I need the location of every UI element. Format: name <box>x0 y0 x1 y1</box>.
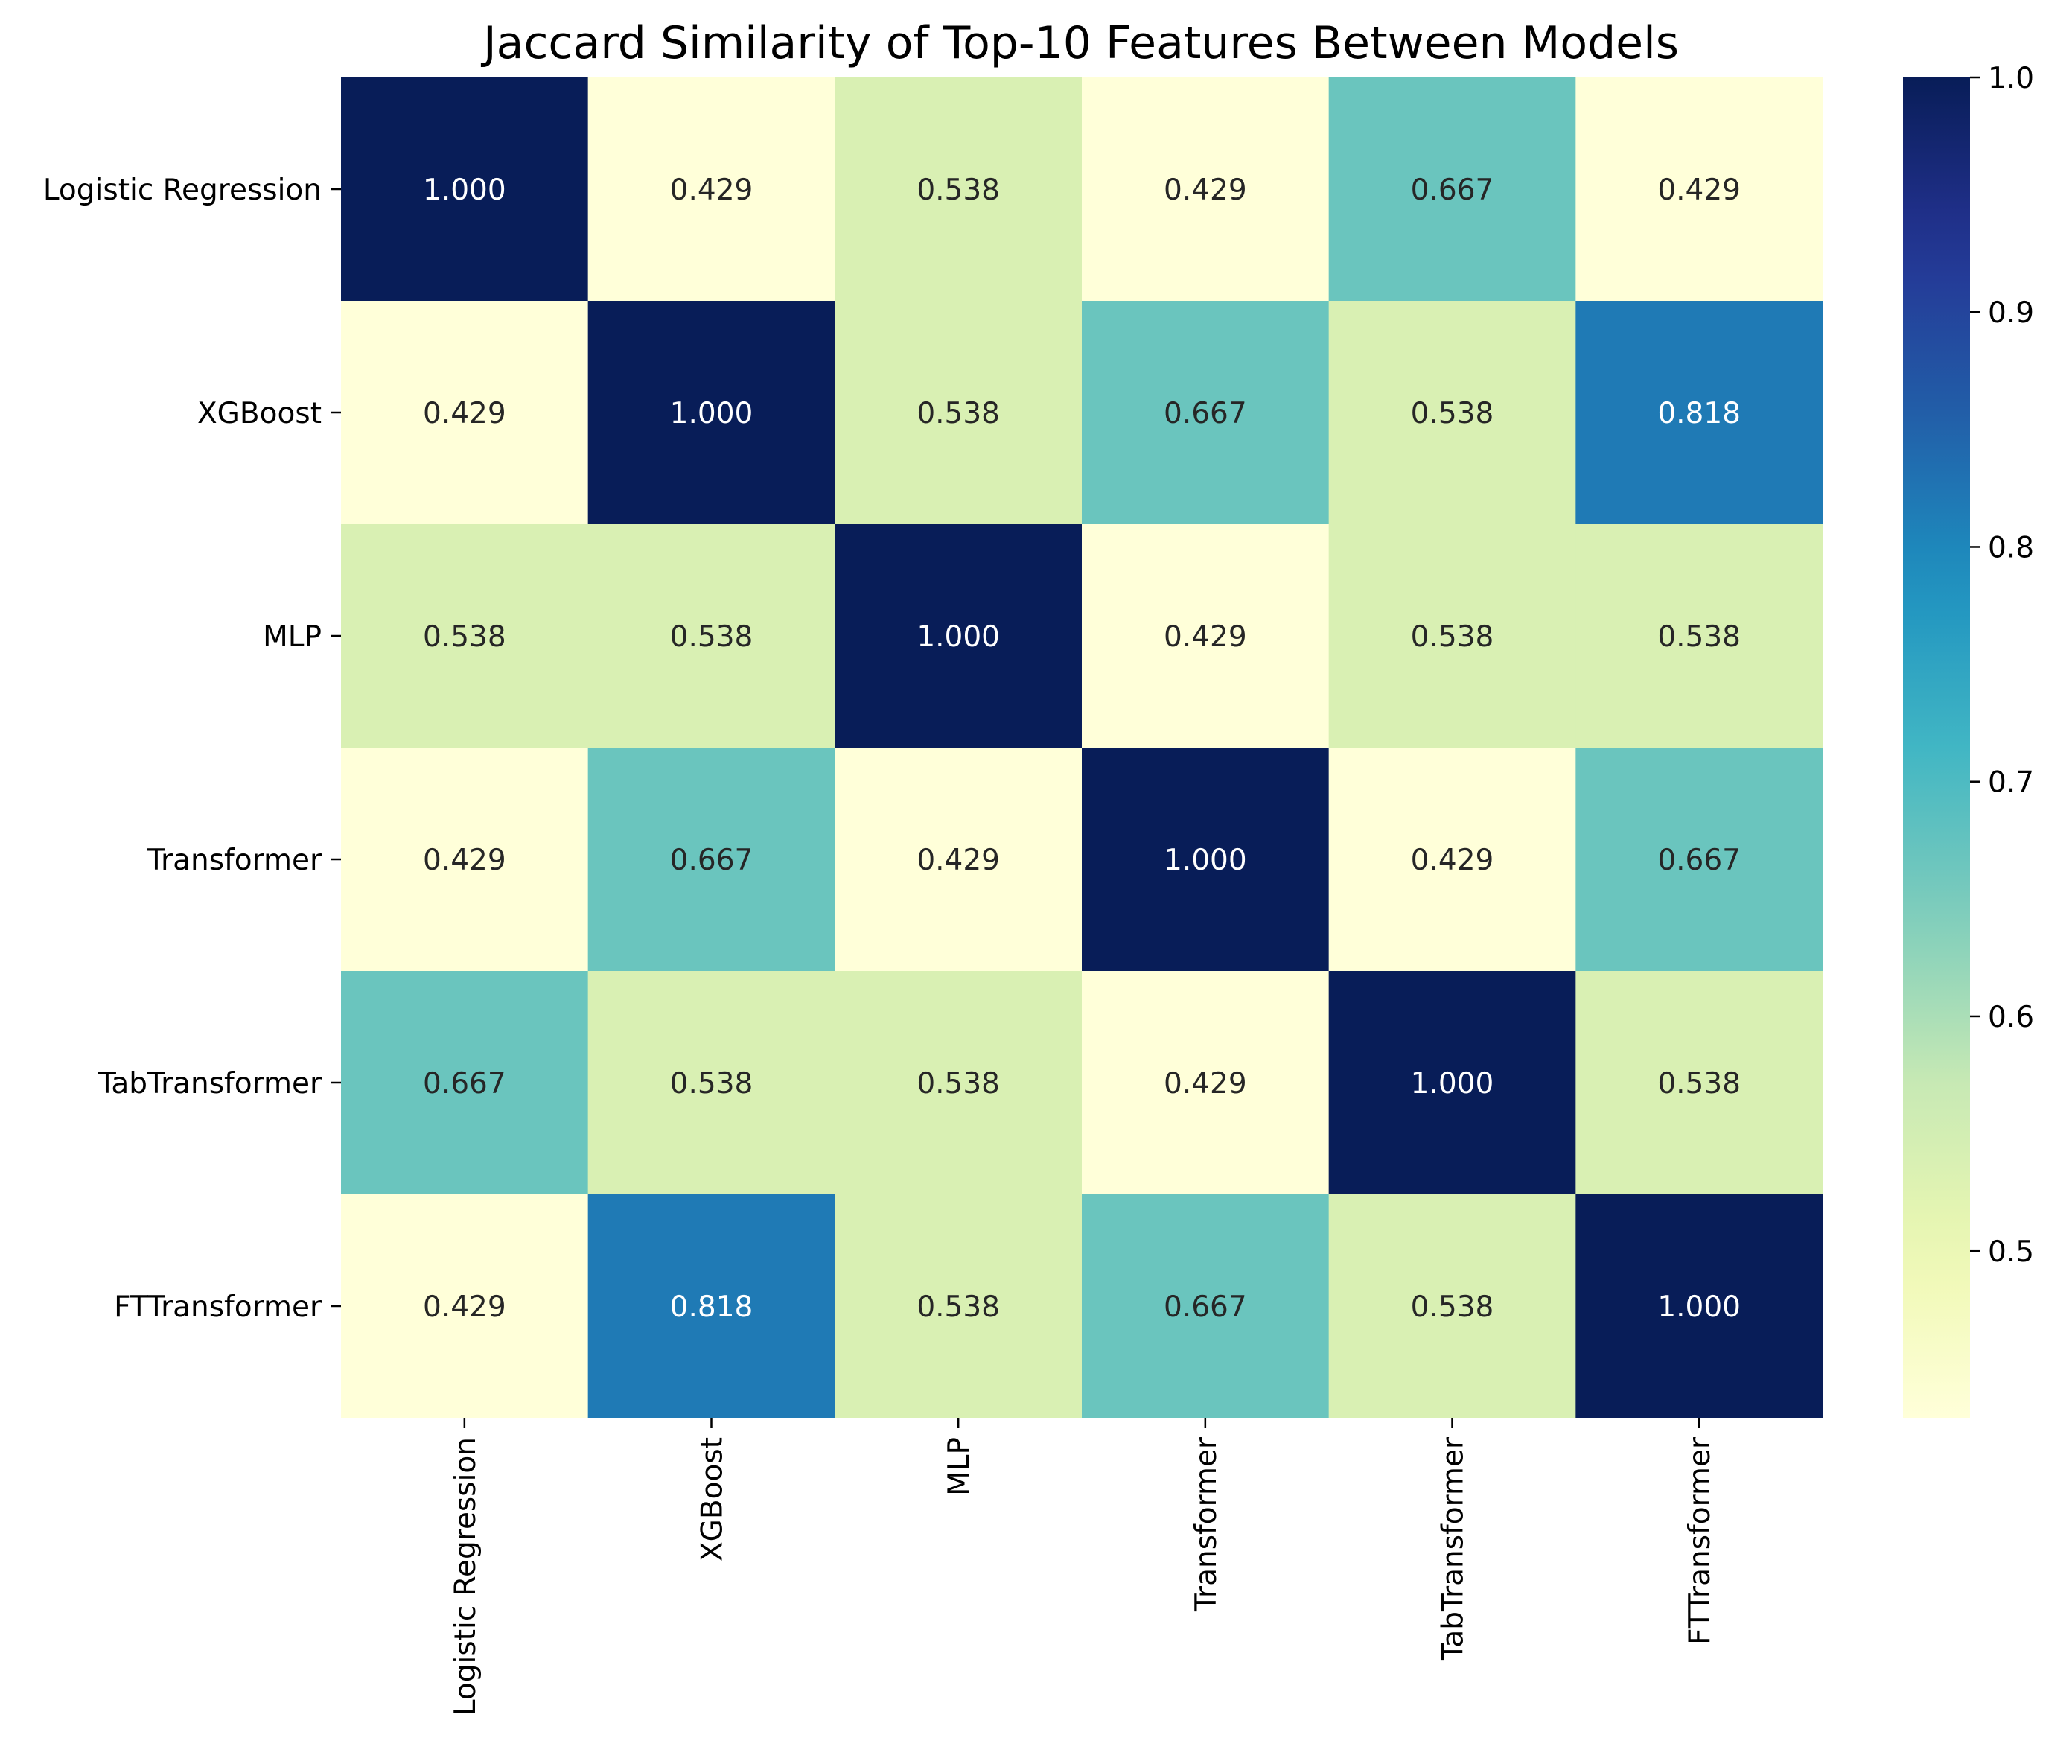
row-label: XGBoost <box>197 397 322 430</box>
heatmap-cell-5-0 <box>341 1194 589 1418</box>
colorbar-tick-label: 0.6 <box>1988 1001 2034 1034</box>
cell-value-label: 0.538 <box>1657 1067 1741 1101</box>
cell-value-label: 0.429 <box>1164 620 1247 654</box>
column-label: XGBoost <box>696 1437 730 1561</box>
cell-value-label: 0.667 <box>423 1067 506 1101</box>
cell-value-label: 0.667 <box>1164 397 1247 430</box>
row-label: MLP <box>263 620 322 654</box>
heatmap-cell-2-2 <box>835 524 1083 748</box>
column-label: Logistic Regression <box>449 1437 482 1716</box>
cell-value-label: 0.538 <box>917 397 1000 430</box>
column-labels: Logistic Regression XGBoost MLP Transformer… <box>449 1418 1717 1716</box>
cell-value-label: 0.667 <box>1411 173 1494 207</box>
heatmap-cell-1-5 <box>1575 301 1823 525</box>
column-label: TabTransformer <box>1437 1436 1470 1661</box>
heatmap-cell-4-2 <box>835 971 1083 1195</box>
cell-value-label: 0.538 <box>1411 620 1494 654</box>
heatmap-cell-0-4 <box>1328 77 1576 302</box>
chart-title: Jaccard Similarity of Top-10 Features Be… <box>480 17 1679 69</box>
heatmap-cell-0-1 <box>587 77 835 302</box>
heatmap-cell-1-3 <box>1082 301 1330 525</box>
cell-value-label: 0.538 <box>1657 620 1741 654</box>
cell-value-label: 0.538 <box>670 620 753 654</box>
heatmap-cell-3-4 <box>1328 748 1576 972</box>
row-label: Logistic Regression <box>43 173 322 207</box>
heatmap-cell-0-5 <box>1575 77 1823 302</box>
column-label: FTTransformer <box>1683 1436 1717 1645</box>
heatmap-cells: 1.000 0.429 0.538 0.429 0.667 0.429 0.429 1.000… <box>341 77 1823 1418</box>
cell-value-label: 1.000 <box>1657 1290 1741 1324</box>
colorbar-tick-label: 1.0 <box>1988 62 2034 95</box>
row-label: FTTransformer <box>114 1290 322 1324</box>
cell-value-label: 0.818 <box>670 1290 753 1324</box>
heatmap-cell-5-2 <box>835 1194 1083 1418</box>
column-label: Transformer <box>1190 1436 1223 1612</box>
heatmap-cell-4-5 <box>1575 971 1823 1195</box>
cell-value-label: 1.000 <box>917 620 1000 654</box>
cell-value-label: 1.000 <box>1164 844 1247 877</box>
heatmap-cell-5-1 <box>587 1194 835 1418</box>
colorbar-tick-label: 0.9 <box>1988 296 2034 330</box>
heatmap-cell-0-3 <box>1082 77 1330 302</box>
heatmap-cell-1-2 <box>835 301 1083 525</box>
row-label: TabTransformer <box>98 1067 322 1101</box>
heatmap-cell-5-4 <box>1328 1194 1576 1418</box>
cell-value-label: 0.538 <box>670 1067 753 1101</box>
heatmap-cell-5-3 <box>1082 1194 1330 1418</box>
heatmap-cell-0-0 <box>341 77 589 302</box>
cell-value-label: 1.000 <box>1411 1067 1494 1101</box>
colorbar-tick-label: 0.5 <box>1988 1235 2034 1269</box>
heatmap-cell-4-1 <box>587 971 835 1195</box>
heatmap-cell-0-2 <box>835 77 1083 302</box>
cell-value-label: 0.538 <box>1411 397 1494 430</box>
heatmap-cell-3-0 <box>341 748 589 972</box>
cell-value-label: 0.667 <box>670 844 753 877</box>
heatmap-cell-2-1 <box>587 524 835 748</box>
colorbar-tick-label: 0.8 <box>1988 531 2034 564</box>
heatmap-cell-1-1 <box>587 301 835 525</box>
heatmap-cell-3-5 <box>1575 748 1823 972</box>
cell-value-label: 0.538 <box>917 1067 1000 1101</box>
heatmap-cell-5-5 <box>1575 1194 1823 1418</box>
heatmap-cell-3-3 <box>1082 748 1330 972</box>
heatmap-cell-2-0 <box>341 524 589 748</box>
heatmap-cell-1-0 <box>341 301 589 525</box>
heatmap-cell-1-4 <box>1328 301 1576 525</box>
cell-value-label: 1.000 <box>423 173 506 207</box>
cell-value-label: 0.429 <box>423 397 506 430</box>
cell-value-label: 0.538 <box>423 620 506 654</box>
column-label: MLP <box>943 1437 976 1496</box>
heatmap-cell-2-3 <box>1082 524 1330 748</box>
cell-value-label: 0.429 <box>1657 173 1741 207</box>
heatmap-cell-3-1 <box>587 748 835 972</box>
heatmap-cell-2-5 <box>1575 524 1823 748</box>
colorbar-tick-label: 0.7 <box>1988 766 2034 800</box>
cell-value-label: 0.538 <box>917 173 1000 207</box>
heatmap-cell-4-0 <box>341 971 589 1195</box>
cell-value-label: 0.667 <box>1164 1290 1247 1324</box>
cell-value-label: 0.429 <box>1411 844 1494 877</box>
cell-value-label: 0.429 <box>1164 173 1247 207</box>
cell-value-label: 0.538 <box>917 1290 1000 1324</box>
colorbar: 0.5 0.6 0.7 0.8 0.9 1.0 <box>1903 62 2034 1418</box>
heatmap-cell-4-4 <box>1328 971 1576 1195</box>
cell-value-label: 1.000 <box>670 397 753 430</box>
row-labels: Logistic Regression XGBoost MLP Transformer… <box>43 173 341 1324</box>
heatmap-cell-3-2 <box>835 748 1083 972</box>
colorbar-gradient <box>1903 77 1970 1418</box>
cell-value-label: 0.818 <box>1657 397 1741 430</box>
cell-value-label: 0.429 <box>670 173 753 207</box>
cell-value-label: 0.667 <box>1657 844 1741 877</box>
row-label: Transformer <box>147 844 322 877</box>
cell-value-label: 0.429 <box>1164 1067 1247 1101</box>
heatmap-cell-4-3 <box>1082 971 1330 1195</box>
heatmap-cell-2-4 <box>1328 524 1576 748</box>
cell-value-label: 0.429 <box>917 844 1000 877</box>
cell-value-label: 0.429 <box>423 1290 506 1324</box>
cell-value-label: 0.538 <box>1411 1290 1494 1324</box>
cell-value-label: 0.429 <box>423 844 506 877</box>
